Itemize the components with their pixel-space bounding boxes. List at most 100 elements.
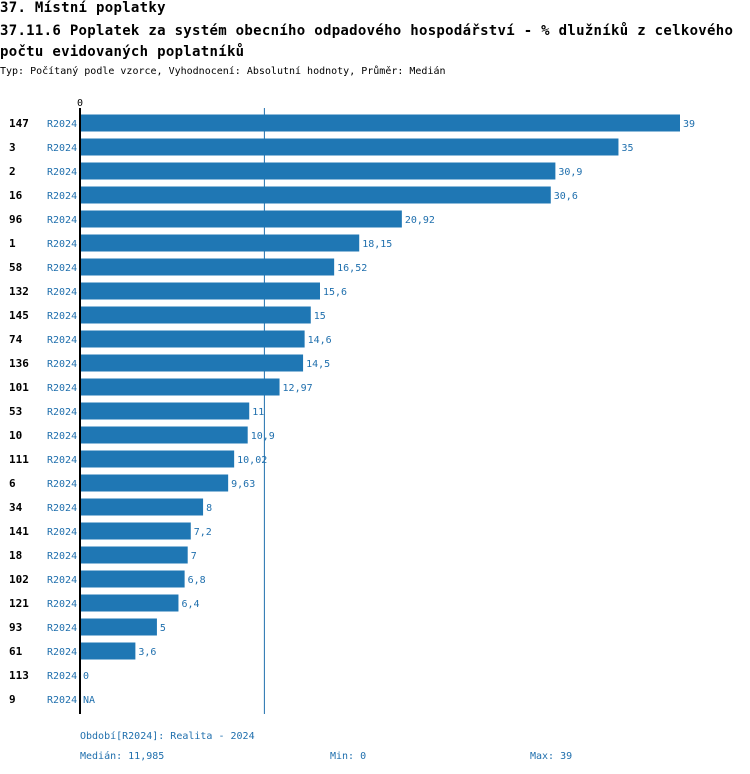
bar — [80, 330, 305, 348]
bar-value-label: 12,97 — [283, 383, 313, 394]
row-period-label: R2024 — [47, 503, 77, 514]
bar — [80, 546, 188, 564]
row-period-label: R2024 — [47, 479, 77, 490]
bar-value-label: 14,6 — [308, 335, 332, 346]
row-id-label: 18 — [9, 549, 22, 562]
row-period-label: R2024 — [47, 311, 77, 322]
bar — [80, 426, 248, 444]
bar — [80, 474, 229, 492]
bar — [80, 498, 204, 516]
row-id-label: 9 — [9, 693, 16, 706]
row-period-label: R2024 — [47, 671, 77, 682]
bar-value-label: 0 — [83, 671, 89, 682]
row-period-label: R2024 — [47, 287, 77, 298]
row-period-label: R2024 — [47, 215, 77, 226]
row-id-label: 58 — [9, 261, 22, 274]
bar-value-label: 7 — [191, 551, 197, 562]
bar-value-label: 30,9 — [558, 167, 582, 178]
median-summary: Medián: 11,985 — [80, 751, 165, 762]
row-period-label: R2024 — [47, 359, 77, 370]
period-note: Období[R2024]: Realita - 2024 — [80, 731, 255, 742]
bar-value-label: 6,8 — [188, 575, 206, 586]
bar — [80, 570, 185, 588]
row-period-label: R2024 — [47, 191, 77, 202]
bar — [80, 594, 179, 612]
row-period-label: R2024 — [47, 575, 77, 586]
row-id-label: 61 — [9, 645, 23, 658]
bar-value-label: 35 — [621, 143, 633, 154]
row-id-label: 101 — [9, 381, 29, 394]
row-id-label: 53 — [9, 405, 22, 418]
row-id-label: 113 — [9, 669, 29, 682]
row-id-label: 136 — [9, 357, 29, 370]
chart-title: 37.11.6 Poplatek za systém obecního odpa… — [0, 23, 734, 60]
bar — [80, 402, 250, 420]
bar — [80, 522, 191, 540]
bar-value-label: 14,5 — [306, 359, 330, 370]
row-period-label: R2024 — [47, 527, 77, 538]
bar — [80, 450, 235, 468]
x-axis-tick-label: 0 — [77, 98, 83, 109]
bar-value-label: 18,15 — [362, 239, 392, 250]
row-period-label: R2024 — [47, 623, 77, 634]
bar — [80, 642, 136, 660]
row-period-label: R2024 — [47, 143, 77, 154]
row-id-label: 147 — [9, 117, 29, 130]
bar — [80, 210, 402, 228]
row-period-label: R2024 — [47, 647, 77, 658]
bar-value-label: 9,63 — [231, 479, 255, 490]
section-title: 37. Místní poplatky — [0, 0, 166, 16]
min-summary: Min: 0 — [330, 751, 367, 762]
bar — [80, 378, 280, 396]
row-period-label: R2024 — [47, 335, 77, 346]
bar — [80, 618, 157, 636]
chart-subtitle: Typ: Počítaný podle vzorce, Vyhodnocení:… — [0, 66, 446, 77]
bar-value-label: 6,4 — [181, 599, 199, 610]
bar — [80, 306, 311, 324]
row-period-label: R2024 — [47, 167, 77, 178]
row-period-label: R2024 — [47, 239, 77, 250]
row-id-label: 102 — [9, 573, 29, 586]
bar-value-label: 20,92 — [405, 215, 435, 226]
row-period-label: R2024 — [47, 431, 77, 442]
row-id-label: 96 — [9, 213, 23, 226]
row-period-label: R2024 — [47, 263, 77, 274]
bar-value-label: 8 — [206, 503, 212, 514]
row-id-label: 3 — [9, 141, 16, 154]
row-id-label: 141 — [9, 525, 29, 538]
row-id-label: 121 — [9, 597, 29, 610]
row-id-label: 145 — [9, 309, 29, 322]
row-period-label: R2024 — [47, 383, 77, 394]
row-period-label: R2024 — [47, 407, 77, 418]
bar-value-label: 10,9 — [251, 431, 275, 442]
bar-value-label: 15,6 — [323, 287, 347, 298]
bar — [80, 162, 556, 180]
row-period-label: R2024 — [47, 599, 77, 610]
row-period-label: R2024 — [47, 551, 77, 562]
row-id-label: 132 — [9, 285, 29, 298]
row-period-label: R2024 — [47, 455, 77, 466]
bar — [80, 234, 360, 252]
bar — [80, 282, 320, 300]
row-period-label: R2024 — [47, 119, 77, 130]
bar-value-label: 16,52 — [337, 263, 367, 274]
row-id-label: 93 — [9, 621, 22, 634]
bar-value-label: 3,6 — [138, 647, 156, 658]
bar-value-label: 11 — [252, 407, 264, 418]
bar — [80, 186, 551, 204]
row-id-label: 2 — [9, 165, 16, 178]
row-id-label: 16 — [9, 189, 23, 202]
row-id-label: 34 — [9, 501, 23, 514]
row-id-label: 1 — [9, 237, 16, 250]
bar — [80, 354, 304, 372]
bar-value-label: 5 — [160, 623, 166, 634]
bar-value-label: 39 — [683, 119, 695, 130]
bar-value-label: 10,02 — [237, 455, 267, 466]
row-period-label: R2024 — [47, 695, 77, 706]
row-id-label: 6 — [9, 477, 16, 490]
row-id-label: 74 — [9, 333, 23, 346]
max-summary: Max: 39 — [530, 751, 573, 762]
row-id-label: 10 — [9, 429, 22, 442]
bar-value-label: NA — [83, 695, 95, 706]
